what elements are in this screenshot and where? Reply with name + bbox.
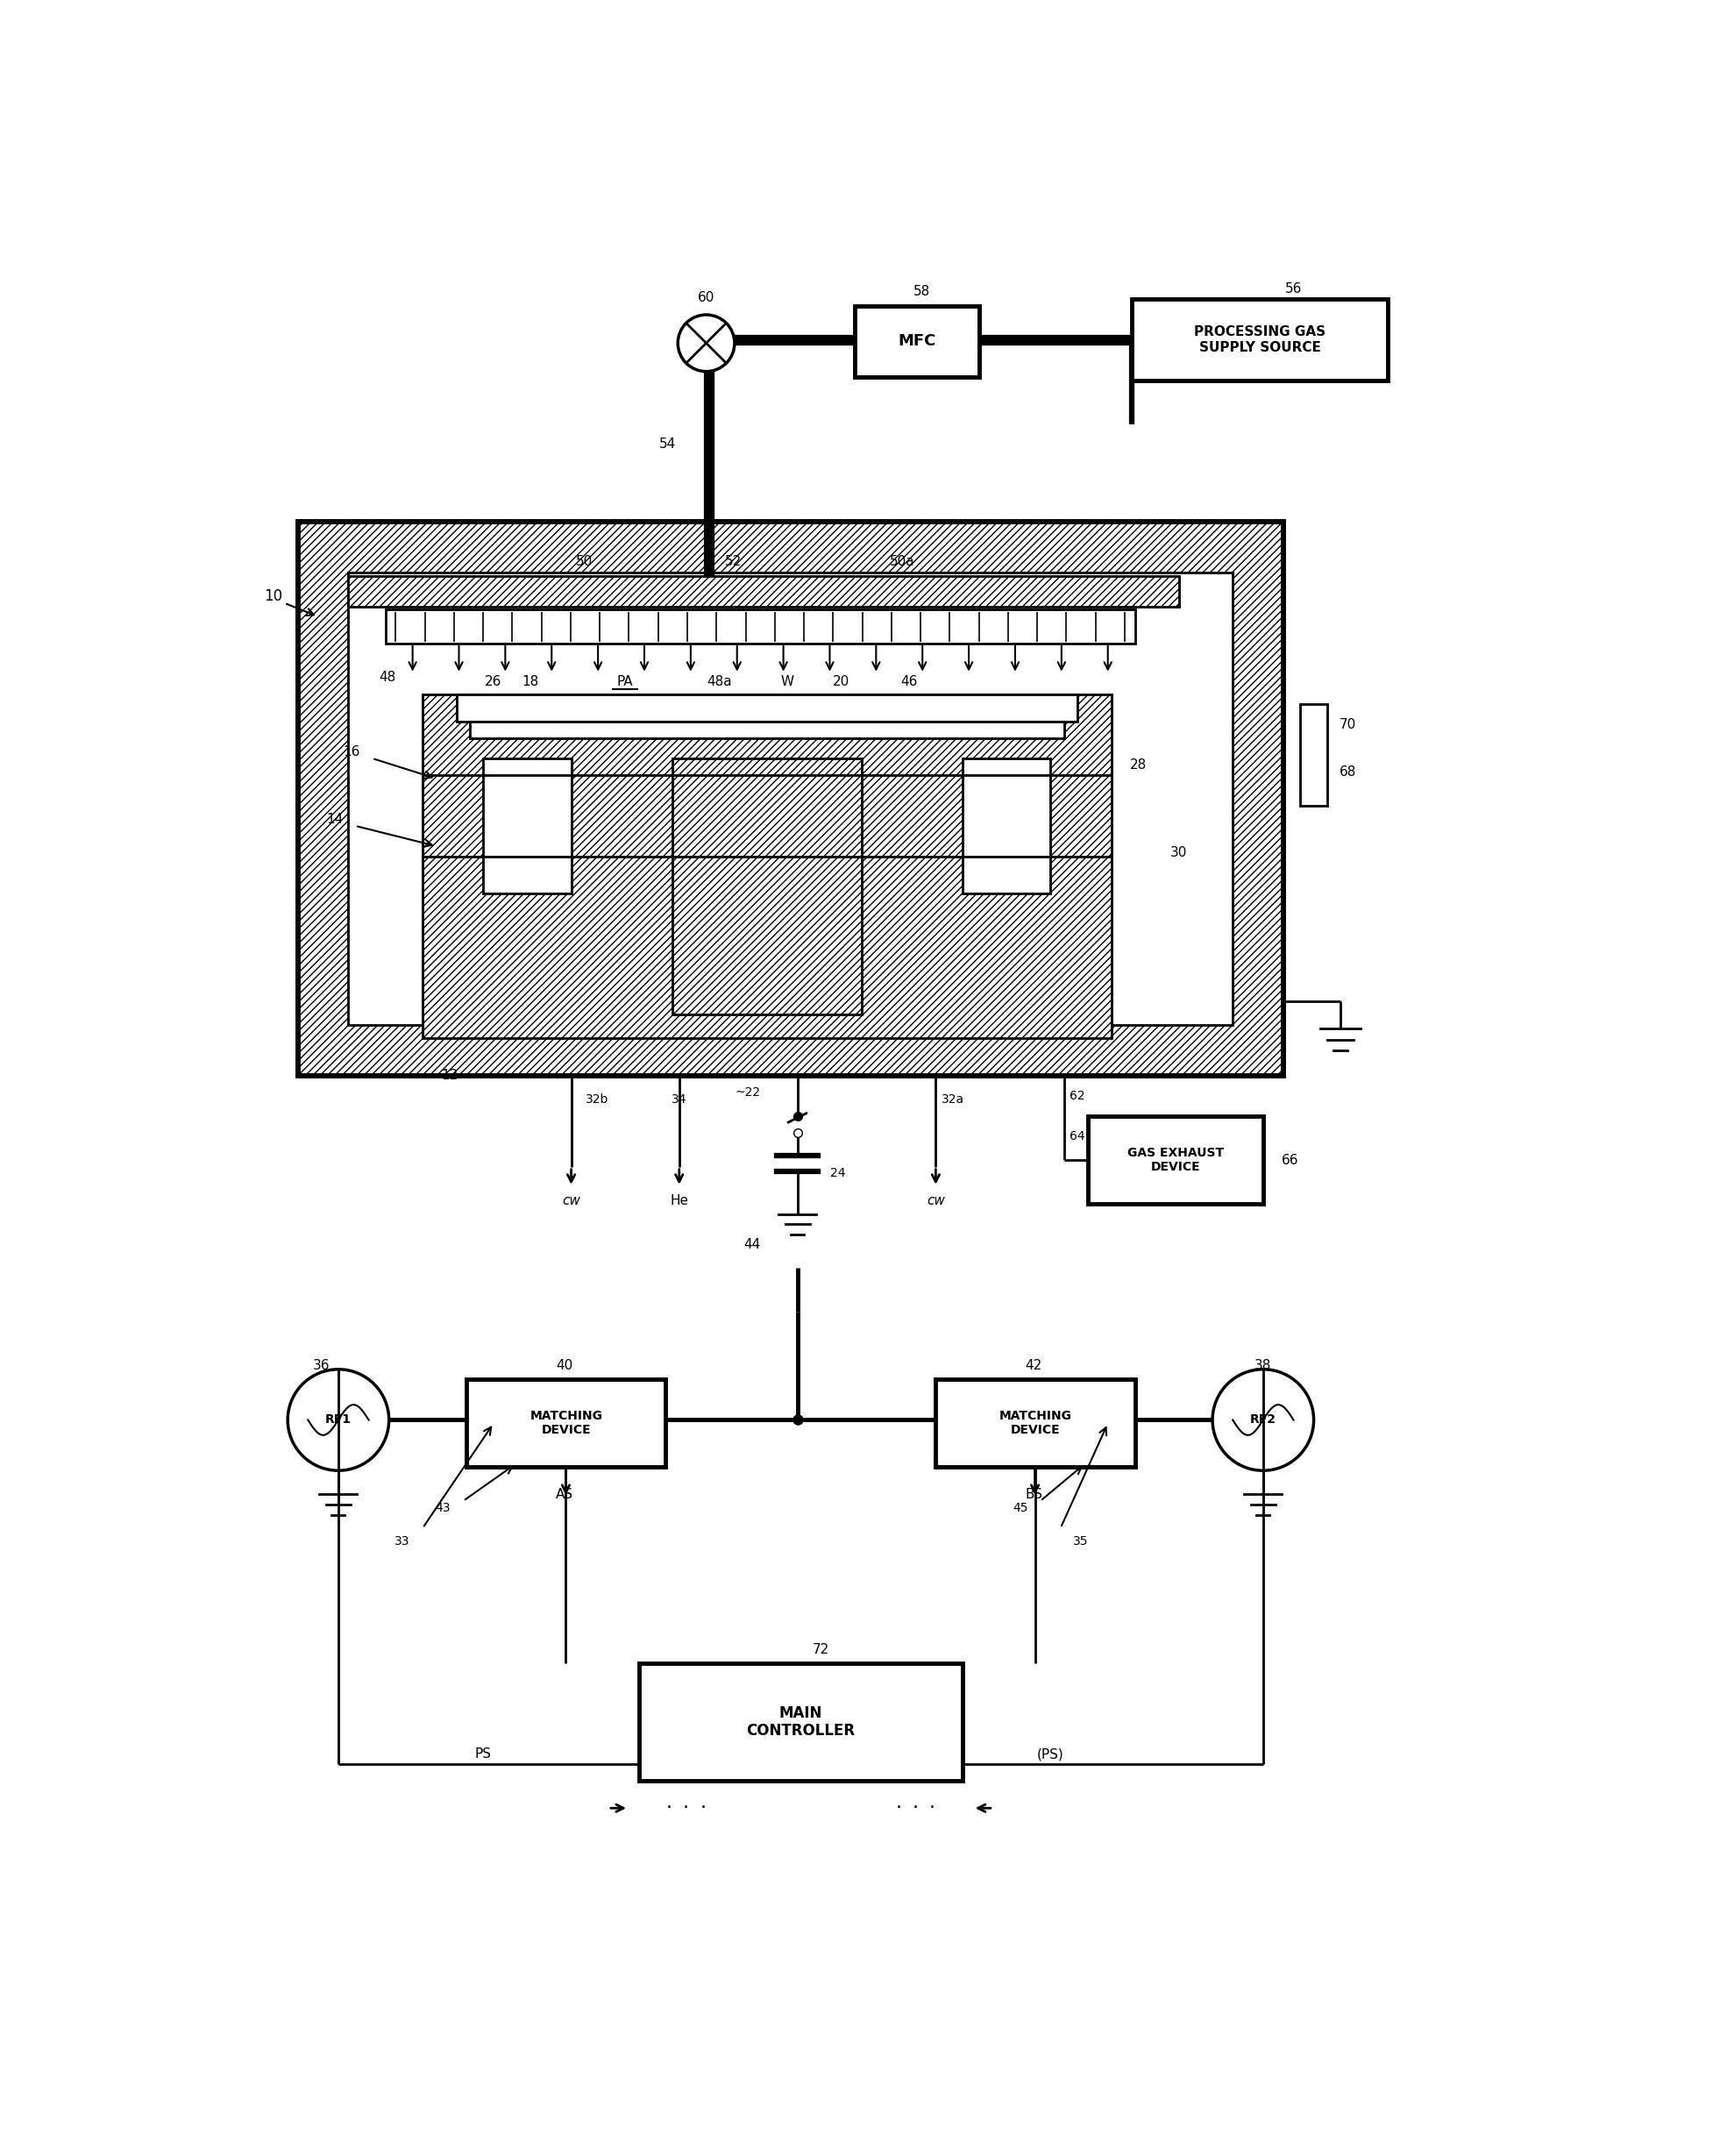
Text: 50: 50	[577, 554, 592, 567]
Text: 64: 64	[1069, 1130, 1085, 1143]
Text: 30: 30	[1171, 847, 1186, 860]
Text: MFC: MFC	[898, 334, 936, 349]
Text: 35: 35	[1072, 1535, 1088, 1548]
Text: ·: ·	[912, 1800, 919, 1818]
Text: PROCESSING GAS
SUPPLY SOURCE: PROCESSING GAS SUPPLY SOURCE	[1193, 326, 1326, 354]
Bar	[484, 759, 572, 893]
Text: 36: 36	[313, 1358, 330, 1373]
Text: 56: 56	[1285, 282, 1302, 295]
Text: 45: 45	[1012, 1501, 1028, 1514]
Text: 60: 60	[698, 291, 715, 304]
Text: 72: 72	[812, 1643, 829, 1656]
Text: MATCHING
DEVICE: MATCHING DEVICE	[998, 1410, 1072, 1436]
Bar	[1088, 1117, 1262, 1203]
Text: 24: 24	[831, 1166, 846, 1179]
Bar	[297, 522, 1283, 1076]
Text: 40: 40	[556, 1358, 573, 1373]
Bar	[672, 759, 862, 1015]
Bar	[470, 720, 1064, 737]
Text: 48: 48	[378, 671, 395, 683]
Text: 48a: 48a	[706, 675, 732, 688]
Text: 58: 58	[914, 285, 931, 298]
Text: 46: 46	[900, 675, 917, 688]
Text: cw: cw	[927, 1194, 945, 1207]
Text: 44: 44	[743, 1238, 760, 1250]
Text: 50a: 50a	[889, 554, 915, 567]
Text: 62: 62	[1069, 1089, 1085, 1102]
Bar	[349, 576, 1180, 606]
Bar	[639, 1662, 962, 1781]
Bar	[385, 610, 1135, 642]
Bar	[349, 573, 1233, 1024]
Text: 66: 66	[1281, 1153, 1299, 1166]
Text: 38: 38	[1254, 1358, 1271, 1373]
Text: PS: PS	[475, 1749, 492, 1761]
Text: 28: 28	[1129, 759, 1147, 772]
Bar	[855, 306, 979, 377]
Text: 68: 68	[1338, 765, 1356, 778]
Text: PA: PA	[617, 675, 634, 688]
Text: MAIN
CONTROLLER: MAIN CONTROLLER	[746, 1705, 855, 1740]
Text: 70: 70	[1338, 718, 1356, 731]
Text: ·: ·	[699, 1800, 706, 1818]
Bar	[297, 522, 1283, 1076]
Text: 43: 43	[435, 1501, 451, 1514]
Bar	[349, 573, 1233, 1024]
Text: 10: 10	[264, 589, 283, 604]
Bar	[1131, 300, 1389, 379]
Bar	[423, 694, 1110, 1039]
Bar	[466, 1380, 665, 1468]
Text: AS: AS	[556, 1488, 573, 1501]
Text: cw: cw	[561, 1194, 580, 1207]
Text: 33: 33	[395, 1535, 409, 1548]
Text: BS: BS	[1024, 1488, 1043, 1501]
Text: RF2: RF2	[1250, 1414, 1276, 1425]
Text: 34: 34	[672, 1093, 687, 1106]
Bar	[936, 1380, 1135, 1468]
Text: 42: 42	[1026, 1358, 1041, 1373]
Text: 14: 14	[326, 813, 344, 826]
Text: RF1: RF1	[325, 1414, 352, 1425]
Text: 54: 54	[660, 438, 675, 451]
Text: 18: 18	[522, 675, 539, 688]
Text: 32a: 32a	[941, 1093, 964, 1106]
Bar	[962, 759, 1050, 893]
Text: He: He	[670, 1194, 689, 1207]
Text: (PS): (PS)	[1036, 1749, 1064, 1761]
Text: ·: ·	[682, 1800, 689, 1818]
Text: MATCHING
DEVICE: MATCHING DEVICE	[530, 1410, 603, 1436]
Text: W: W	[781, 675, 794, 688]
Text: 26: 26	[485, 675, 503, 688]
Text: 20: 20	[832, 675, 850, 688]
Bar	[1300, 705, 1328, 806]
Text: ·: ·	[896, 1800, 901, 1818]
Text: 12: 12	[442, 1069, 458, 1082]
Bar	[456, 694, 1078, 720]
Text: ·: ·	[667, 1800, 672, 1818]
Text: ~22: ~22	[734, 1087, 760, 1100]
Text: 52: 52	[725, 554, 741, 567]
Text: 32b: 32b	[585, 1093, 608, 1106]
Text: ·: ·	[929, 1800, 936, 1818]
Text: GAS EXHAUST
DEVICE: GAS EXHAUST DEVICE	[1128, 1147, 1224, 1173]
Text: 16: 16	[344, 746, 361, 759]
